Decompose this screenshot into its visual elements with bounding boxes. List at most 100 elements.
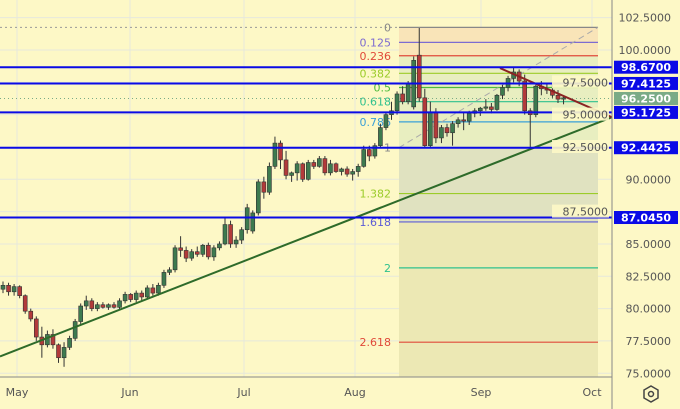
candle-body [255, 181, 261, 214]
candle-body [89, 300, 95, 309]
fib-level-label: 2 [384, 262, 391, 275]
time-tick-label: Jul [236, 386, 250, 399]
candle-body [416, 54, 422, 99]
candle-body [444, 127, 450, 134]
price-tick-label: 85.0000 [626, 238, 672, 251]
price-tick-label-bg [552, 139, 609, 153]
level-price-tag: 87.0450 [621, 212, 671, 225]
fib-level-label: 1.382 [360, 188, 392, 201]
candle-body [328, 163, 333, 174]
candle-body [494, 94, 500, 110]
candle-body [100, 304, 106, 308]
candle-body [533, 85, 539, 115]
price-tick-label: 95.0000 [563, 109, 609, 122]
fib-trend-dashed-line [398, 26, 599, 149]
candle-body [450, 123, 455, 134]
candle-body [483, 106, 489, 109]
fib-level-label: 0.5 [374, 81, 392, 94]
fib-level-label: 1.618 [360, 216, 392, 229]
price-tick-label-bg [552, 204, 609, 218]
candle-body [344, 168, 350, 175]
candle-body [428, 111, 433, 146]
price-tick-label: 92.5000 [563, 141, 609, 154]
price-tick-label: 90.0000 [626, 173, 672, 186]
candle-body [0, 285, 6, 290]
candle-body [361, 149, 367, 167]
candle-body [56, 344, 61, 359]
candle-body [239, 229, 244, 241]
price-tick-label-bg [552, 107, 609, 121]
candle-body [200, 244, 206, 255]
candle-body [489, 106, 494, 110]
candle-body [289, 172, 294, 176]
fib-level-label: 0.786 [360, 116, 392, 129]
candle-body [45, 334, 50, 346]
candle-body [117, 300, 122, 308]
time-tick-label: Jun [120, 386, 138, 399]
candle-body [156, 285, 161, 294]
candle-body [322, 158, 328, 174]
candle-body [128, 294, 133, 300]
candle-body [261, 181, 267, 193]
level-price-tag: 97.4125 [621, 77, 671, 90]
candle-body [78, 305, 83, 322]
candle-body [122, 294, 128, 302]
candle-body [400, 93, 405, 103]
price-tick-label: 82.5000 [626, 270, 672, 283]
candle-body [106, 304, 111, 308]
candle-body [278, 142, 283, 161]
candle-body [189, 251, 194, 259]
candle-body [111, 304, 117, 308]
settings-hexagon-icon [643, 385, 659, 403]
candle-body [439, 127, 444, 139]
candle-body [477, 107, 483, 112]
level-price-tag-bg [614, 141, 678, 155]
level-price-tag-bg [614, 76, 678, 90]
candle-body [133, 292, 139, 300]
candle-body [161, 272, 167, 286]
candle-body [283, 159, 289, 176]
level-price-tag-bg [614, 105, 678, 119]
candle-body [145, 287, 150, 298]
level-price-tag: 92.4425 [621, 142, 671, 155]
candle-body [350, 171, 355, 175]
candle-body [500, 87, 505, 96]
candle-body [378, 127, 383, 146]
fib-zone [399, 27, 598, 56]
candle-body [61, 347, 67, 359]
candle-body [28, 310, 34, 320]
candle-body [211, 247, 217, 258]
price-tick-label: 80.0000 [626, 303, 672, 316]
candle-body [272, 142, 278, 167]
candle-body [228, 224, 233, 245]
candle-body [6, 285, 11, 293]
candle-body [317, 158, 322, 167]
time-tick-label: Aug [344, 386, 365, 399]
price-tick-label: 97.5000 [563, 76, 609, 89]
candle-body [422, 97, 428, 146]
candle-body [339, 168, 344, 172]
fib-level-label: 0.618 [360, 96, 392, 109]
price-tick-label: 102.5000 [619, 12, 672, 25]
candle-body [217, 243, 222, 249]
fib-level-label: 2.618 [360, 336, 392, 349]
candle-body [222, 224, 228, 245]
fib-zone [399, 342, 598, 383]
candle-body [178, 247, 183, 251]
candle-body [300, 163, 306, 180]
candle-body [267, 166, 272, 193]
candle-body [150, 287, 156, 294]
candle-body [17, 286, 22, 296]
candle-body [455, 119, 461, 125]
candle-body [433, 111, 439, 139]
candle-body [172, 247, 178, 271]
candle-body [366, 149, 372, 157]
candle-body [11, 286, 17, 293]
chart-settings-button[interactable] [641, 384, 661, 404]
price-tick-label: 100.0000 [619, 44, 672, 57]
candle-body [33, 318, 39, 338]
candle-body [244, 207, 250, 231]
candle-body [555, 94, 561, 100]
candle-body [461, 119, 466, 122]
